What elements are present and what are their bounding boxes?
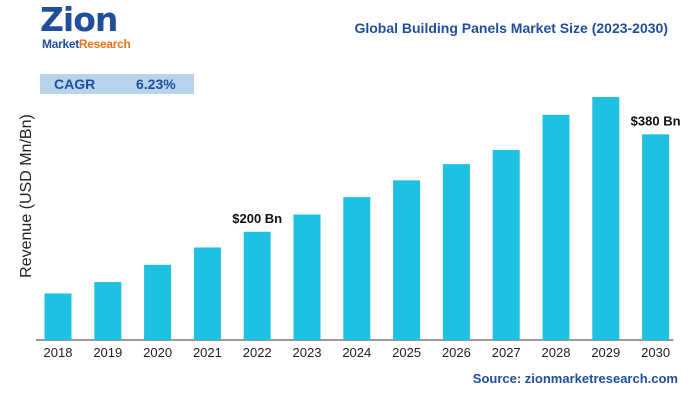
logo-sub-accent: Research (78, 37, 131, 51)
x-tick-label-2025: 2025 (392, 345, 421, 360)
bar-2025 (393, 180, 421, 340)
bar-2030 (642, 134, 670, 340)
bar-2020 (144, 264, 172, 340)
x-tick-label-2029: 2029 (591, 345, 620, 360)
bar-2029 (592, 97, 620, 340)
bar-2018 (44, 293, 72, 340)
bar-2024 (343, 197, 371, 340)
bar-2028 (542, 114, 570, 341)
cagr-value: 6.23% (136, 76, 176, 92)
x-tick-label-2026: 2026 (442, 345, 471, 360)
bar-2021 (193, 247, 221, 340)
x-tick-label-2020: 2020 (143, 345, 172, 360)
cagr-label: CAGR (54, 76, 96, 92)
x-tick-label-2023: 2023 (293, 345, 322, 360)
source-note: Source: zionmarketresearch.com (472, 371, 678, 386)
x-tick-label-2027: 2027 (492, 345, 521, 360)
logo-subtitle: MarketResearch (42, 37, 131, 51)
x-tick-label-2022: 2022 (243, 345, 272, 360)
logo-wordmark: Zion (40, 0, 118, 39)
x-tick-label-2019: 2019 (93, 345, 122, 360)
zion-logo: Zion MarketResearch (40, 0, 150, 52)
bar-2023 (293, 214, 321, 340)
x-tick-label-2018: 2018 (44, 345, 73, 360)
bar-2019 (94, 282, 122, 340)
cagr-box: CAGR 6.23% (40, 74, 194, 94)
bar-2026 (442, 164, 470, 340)
x-tick-label-2024: 2024 (342, 345, 371, 360)
x-tick-label-2028: 2028 (542, 345, 571, 360)
x-tick-label-2030: 2030 (641, 345, 670, 360)
data-label-2030: $380 Bn (631, 113, 681, 128)
x-tick-label-2021: 2021 (193, 345, 222, 360)
logo-sub-main: Market (42, 37, 79, 51)
bar-2027 (492, 150, 520, 340)
chart-title: Global Building Panels Market Size (2023… (354, 20, 668, 36)
bar-2022 (243, 231, 271, 340)
data-label-2022: $200 Bn (232, 211, 282, 226)
